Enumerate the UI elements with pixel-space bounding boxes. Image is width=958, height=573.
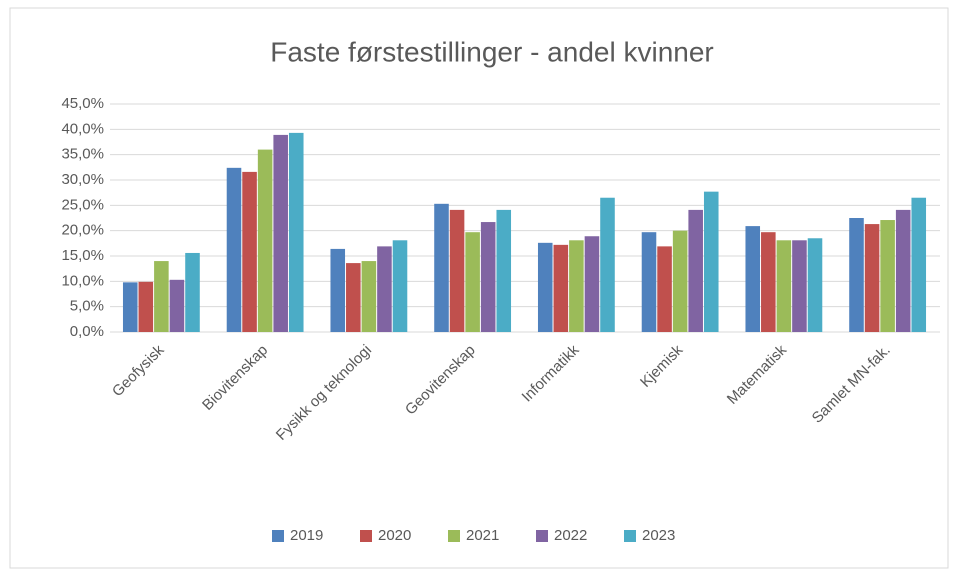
bar — [569, 240, 584, 332]
y-tick-label: 20,0% — [61, 222, 104, 239]
bar — [553, 244, 569, 332]
bar — [880, 220, 895, 332]
bar — [688, 209, 703, 332]
bar — [584, 236, 600, 332]
bar — [154, 261, 169, 332]
y-tick-label: 5,0% — [70, 298, 104, 315]
bar — [330, 248, 346, 332]
bar — [864, 224, 880, 332]
legend-swatch — [360, 530, 372, 542]
legend-label: 2023 — [642, 527, 675, 544]
legend-label: 2020 — [378, 527, 411, 544]
bar — [434, 203, 449, 332]
bar — [761, 232, 776, 332]
y-tick-label: 45,0% — [61, 95, 104, 112]
bar — [792, 240, 807, 332]
chart-title: Faste førstestillinger - andel kvinner — [270, 36, 714, 67]
bar — [122, 282, 138, 332]
legend-swatch — [536, 530, 548, 542]
bar — [911, 197, 927, 332]
bar — [449, 209, 465, 332]
bar — [600, 197, 615, 332]
bar — [169, 279, 185, 332]
bar — [185, 252, 200, 332]
bar — [895, 209, 911, 332]
bar — [361, 261, 377, 332]
bar — [257, 149, 273, 332]
bar — [496, 209, 512, 332]
y-tick-label: 35,0% — [61, 146, 104, 163]
y-tick-label: 10,0% — [61, 272, 104, 289]
bar — [480, 222, 496, 332]
bar — [392, 240, 408, 332]
bar — [776, 240, 792, 332]
bar — [346, 263, 361, 332]
bar — [849, 218, 864, 332]
bar — [807, 238, 823, 332]
bar — [377, 246, 392, 332]
y-tick-label: 0,0% — [70, 323, 104, 340]
legend-label: 2021 — [466, 527, 499, 544]
bar — [273, 134, 288, 332]
bar — [226, 167, 242, 332]
y-tick-label: 25,0% — [61, 196, 104, 213]
y-tick-label: 15,0% — [61, 247, 104, 264]
bar — [657, 246, 672, 332]
y-tick-label: 40,0% — [61, 120, 104, 137]
bar — [703, 191, 719, 332]
legend-label: 2022 — [554, 527, 587, 544]
bar — [288, 132, 304, 332]
bar — [537, 242, 553, 332]
legend-swatch — [448, 530, 460, 542]
y-tick-label: 30,0% — [61, 171, 104, 188]
bar — [465, 232, 480, 332]
bar — [672, 230, 688, 332]
bar — [641, 232, 657, 332]
bar — [745, 226, 761, 332]
legend-swatch — [272, 530, 284, 542]
bar — [242, 171, 257, 332]
legend-label: 2019 — [290, 527, 323, 544]
bar — [138, 281, 154, 332]
legend-swatch — [624, 530, 636, 542]
